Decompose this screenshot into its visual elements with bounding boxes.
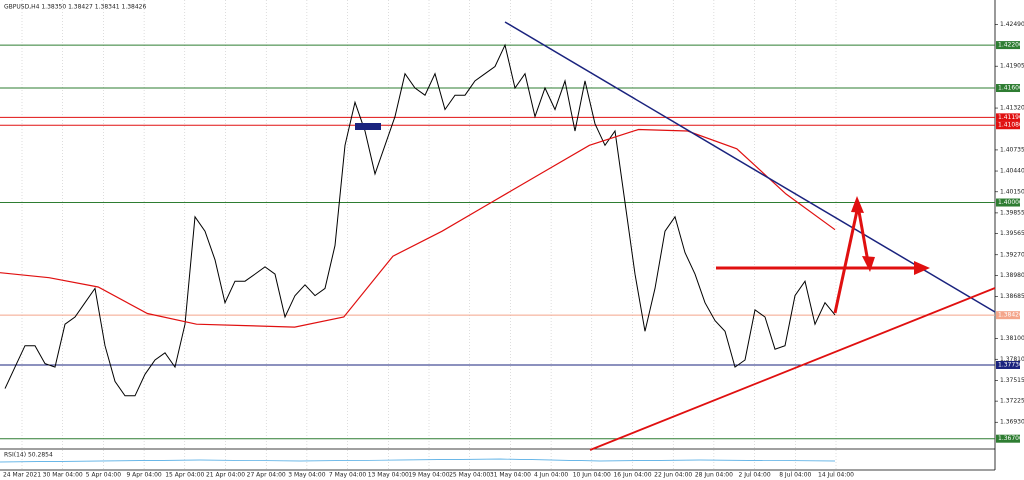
x-tick-label: 5 Apr 04:00: [86, 472, 121, 479]
trend-line-up: [589, 287, 996, 451]
y-tick-label: 1.37225: [1000, 398, 1024, 405]
x-tick-label: 30 Mar 04:00: [43, 472, 83, 479]
indicator-label: RSI(14) 50.2854: [4, 452, 53, 459]
x-tick-label: 19 May 04:00: [408, 472, 449, 479]
y-tick-label: 1.39270: [1000, 251, 1024, 258]
level-tag: [996, 84, 1020, 93]
x-tick-label: 10 Jun 04:00: [573, 472, 611, 479]
level-label: 1.41190: [998, 114, 1023, 121]
x-tick-label: 28 Jun 04:00: [695, 472, 733, 479]
arrow-right-head: [914, 261, 930, 275]
arrow-down-head: [862, 256, 875, 272]
y-tick-label: 1.38685: [1000, 293, 1024, 300]
y-tick-label: 1.38980: [1000, 272, 1024, 279]
zone-box: [355, 123, 381, 130]
x-tick-label: 16 Jun 04:00: [613, 472, 651, 479]
y-tick-label: 1.38100: [1000, 335, 1024, 342]
y-tick-label: 1.42490: [1000, 21, 1024, 28]
level-label: 1.38426: [998, 312, 1023, 319]
x-tick-label: 7 May 04:00: [329, 472, 367, 479]
level-tag: [996, 198, 1020, 207]
level-tag: [996, 41, 1020, 50]
x-tick-label: 3 May 04:00: [288, 472, 326, 479]
x-tick-label: 24 Mar 2021: [3, 472, 41, 479]
trend-line-down: [504, 21, 996, 313]
x-tick-label: 22 Jun 04:00: [654, 472, 692, 479]
y-tick-label: 1.40735: [1000, 146, 1024, 153]
x-tick-label: 14 Jul 04:00: [818, 472, 854, 479]
chart-title: GBPUSD,H4 1.38350 1.38427 1.38341 1.3842…: [4, 4, 146, 11]
level-label: 1.41080: [998, 122, 1023, 129]
x-tick-label: 27 Apr 04:00: [247, 472, 286, 479]
level-label: 1.40000: [998, 199, 1023, 206]
moving-average: [0, 128, 836, 328]
level-tag: [996, 113, 1020, 122]
y-tick-label: 1.40440: [1000, 168, 1024, 175]
x-tick-label: 2 Jul 04:00: [739, 472, 771, 479]
level-tag: [996, 434, 1020, 443]
level-tag: [996, 121, 1020, 130]
x-tick-label: 21 Apr 04:00: [206, 472, 245, 479]
y-tick-label: 1.39565: [1000, 230, 1024, 237]
price-line: [4, 43, 836, 397]
y-tick-label: 1.36930: [1000, 419, 1024, 426]
arrow-up-head: [851, 196, 864, 213]
y-tick-label: 1.37810: [1000, 356, 1024, 363]
grid: 1.42490 1.41905 1.41320 1.40735 1.40440 1.401…: [3, 0, 1024, 479]
y-tick-label: 1.40150: [1000, 188, 1024, 195]
series: [0, 43, 836, 397]
y-tick-label: 1.41905: [1000, 63, 1024, 70]
level-label: 1.42200: [998, 42, 1023, 49]
x-tick-label: 4 Jun 04:00: [534, 472, 568, 479]
level-label: 1.41600: [998, 85, 1023, 92]
x-tick-label: 13 May 04:00: [368, 472, 409, 479]
level-label: 1.36700: [998, 435, 1023, 442]
x-tick-label: 9 Apr 04:00: [126, 472, 161, 479]
y-tick-label: 1.41320: [1000, 105, 1024, 112]
y-tick-label: 1.37515: [1000, 377, 1024, 384]
x-tick-label: 15 Apr 04:00: [165, 472, 204, 479]
rsi-line: [0, 458, 836, 463]
x-tick-label: 31 May 04:00: [490, 472, 531, 479]
level-label: 1.37730: [998, 361, 1023, 368]
x-tick-label: 25 May 04:00: [449, 472, 490, 479]
level-tag: [996, 360, 1020, 369]
x-tick-label: 8 Jul 04:00: [779, 472, 811, 479]
level-tag: [996, 311, 1020, 320]
y-tick-label: 1.39855: [1000, 209, 1024, 216]
